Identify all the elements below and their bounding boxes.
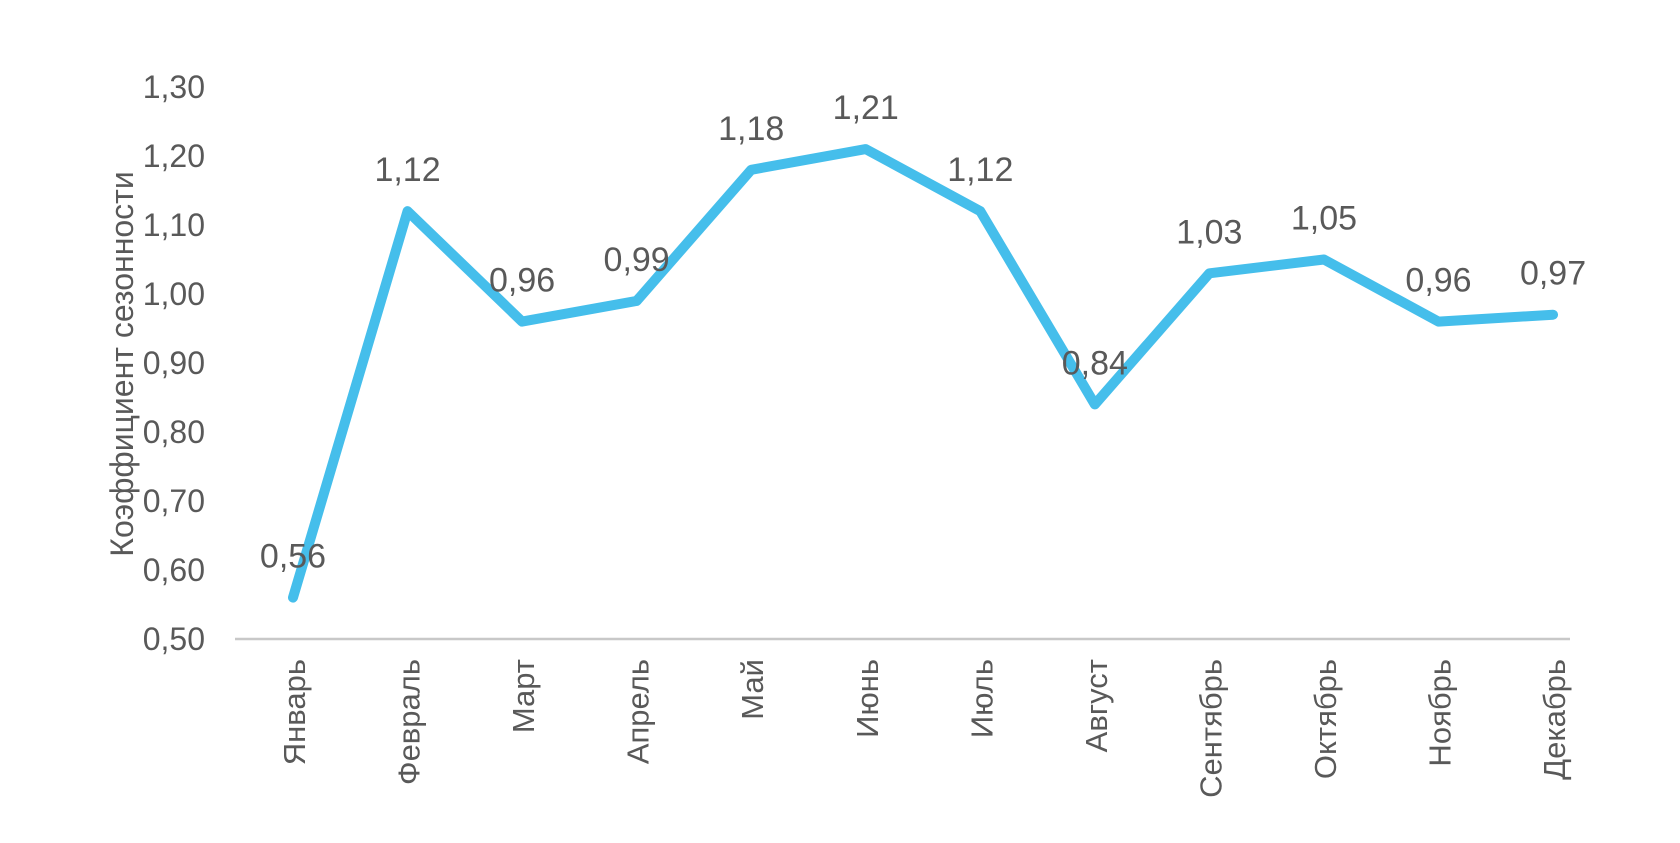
data-label: 1,03 xyxy=(1176,213,1242,251)
data-label: 1,05 xyxy=(1291,200,1357,238)
data-label: 1,21 xyxy=(833,89,899,127)
x-category-labels: Январь Февраль Март Апрель Май Июнь Июль Август… xyxy=(277,659,1572,798)
x-category-label: Декабрь xyxy=(1537,659,1572,780)
data-label: 0,56 xyxy=(260,538,326,576)
y-tick-label: 0,80 xyxy=(143,414,205,450)
data-label: 0,96 xyxy=(1405,262,1471,300)
x-category-label: Август xyxy=(1079,659,1114,752)
data-label: 0,96 xyxy=(489,262,555,300)
x-category-label: Сентябрь xyxy=(1193,659,1228,798)
y-tick-label: 0,70 xyxy=(143,483,205,519)
y-tick-label: 1,10 xyxy=(143,207,205,243)
data-label: 1,12 xyxy=(947,151,1013,189)
data-label: 1,12 xyxy=(374,151,440,189)
x-category-label: Ноябрь xyxy=(1423,659,1458,767)
data-label: 0,97 xyxy=(1520,255,1586,293)
x-category-label: Март xyxy=(506,659,541,733)
x-category-label: Июнь xyxy=(850,659,885,738)
y-tick-label: 0,50 xyxy=(143,621,205,657)
data-label: 0,99 xyxy=(604,241,670,279)
y-tick-label: 1,20 xyxy=(143,138,205,174)
y-axis-title: Коэффициент сезонности xyxy=(104,171,140,556)
x-category-label: Январь xyxy=(277,659,312,765)
y-tick-labels: 1,30 1,20 1,10 1,00 0,90 0,80 0,70 0,60 0,50 xyxy=(143,69,205,657)
x-category-label: Февраль xyxy=(392,659,427,785)
x-category-label: Июль xyxy=(964,659,999,738)
series-line xyxy=(288,144,1559,603)
y-tick-label: 0,90 xyxy=(143,345,205,381)
y-tick-label: 0,60 xyxy=(143,552,205,588)
data-label: 0,84 xyxy=(1062,344,1128,382)
x-category-label: Октябрь xyxy=(1308,659,1343,779)
data-labels: 0,56 1,12 0,96 0,99 1,18 1,21 1,12 0,84 1,03 1,05… xyxy=(260,89,1586,575)
y-tick-label: 1,00 xyxy=(143,276,205,312)
x-category-label: Апрель xyxy=(621,659,656,764)
x-category-label: Май xyxy=(735,659,770,720)
y-tick-label: 1,30 xyxy=(143,69,205,105)
data-label: 1,18 xyxy=(718,110,784,148)
